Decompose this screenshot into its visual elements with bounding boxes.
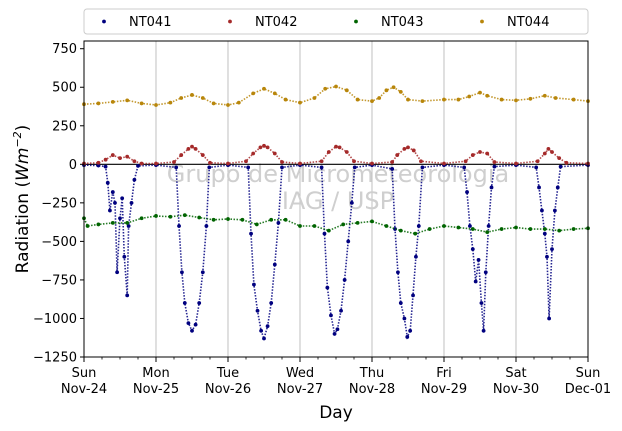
x-tick-label-date: Nov-25 — [133, 382, 179, 397]
y-axis-title-exp: −2 — [11, 131, 24, 147]
legend: NT041 NT042 NT043 NT044 — [83, 8, 589, 35]
data-point — [125, 293, 130, 298]
y-tick-label: −500 — [41, 235, 77, 250]
y-axis-title-close: ) — [13, 125, 33, 132]
data-point — [481, 328, 486, 333]
legend-marker-nt042 — [228, 19, 232, 24]
x-tick-label-date: Nov-24 — [61, 382, 107, 397]
series-trace — [83, 85, 589, 106]
data-point — [208, 160, 212, 165]
data-point — [177, 224, 181, 228]
x-tick-label-date: Nov-30 — [493, 382, 539, 397]
y-tick-label: −1250 — [33, 351, 77, 366]
data-point — [120, 196, 125, 201]
x-tick-label-day: Sun — [72, 366, 97, 381]
x-tick-label-day: Mon — [142, 366, 169, 381]
legend-label-nt044: NT044 — [507, 15, 549, 30]
y-tick-label: −1000 — [33, 312, 77, 327]
x-tick-label-date: Dec-01 — [565, 382, 611, 397]
data-point — [322, 231, 327, 236]
y-tick-label: 750 — [52, 42, 77, 57]
axes: −1250−1000−750−500−2500250500750SunNov-2… — [33, 40, 611, 397]
series-nt043 — [82, 213, 590, 236]
data-point — [226, 161, 230, 166]
y-tick-label: 0 — [69, 158, 77, 173]
legend-marker-nt041 — [102, 19, 106, 24]
watermark-line-2: IAG / USP — [282, 187, 394, 215]
data-point — [442, 97, 446, 102]
data-point — [168, 214, 173, 219]
y-axis-title: Radiation (Wm−2) — [11, 125, 33, 274]
data-point — [105, 180, 110, 185]
legend-label-nt041: NT041 — [129, 15, 171, 30]
y-tick-label: −250 — [41, 196, 77, 211]
data-point — [272, 262, 277, 267]
data-point — [571, 97, 576, 102]
legend-label-nt042: NT042 — [255, 15, 297, 30]
data-point — [416, 224, 421, 228]
series-trace — [83, 214, 589, 235]
data-point — [276, 220, 281, 225]
data-point — [197, 301, 202, 305]
data-point — [110, 99, 115, 104]
data-point — [542, 231, 547, 236]
y-axis-title-unit: Wm — [13, 148, 33, 181]
data-point — [547, 316, 552, 321]
x-tick-label-day: Sun — [576, 366, 601, 381]
data-point — [396, 270, 400, 275]
data-point — [542, 227, 547, 231]
data-point — [468, 224, 472, 228]
x-tick-label-day: Tue — [216, 366, 239, 381]
data-point — [346, 239, 351, 244]
series-nt041 — [82, 163, 590, 342]
x-tick-label-day: Wed — [286, 366, 314, 381]
x-tick-label-day: Thu — [359, 366, 384, 381]
x-tick-label-date: Nov-28 — [349, 382, 395, 397]
data-point — [540, 208, 544, 213]
data-point — [204, 224, 209, 228]
data-point — [456, 225, 461, 230]
data-point — [514, 161, 518, 166]
data-point — [172, 160, 176, 164]
data-point — [470, 247, 475, 251]
data-point — [154, 161, 158, 166]
data-point — [349, 200, 354, 205]
legend-frame — [83, 8, 589, 35]
data-point — [370, 161, 374, 166]
x-axis-title: Day — [319, 403, 353, 423]
data-point — [115, 270, 120, 275]
data-point — [355, 220, 360, 225]
data-point — [154, 214, 158, 218]
series-nt044 — [82, 84, 590, 107]
legend-marker-nt044 — [480, 19, 484, 24]
x-tick-label-day: Sat — [505, 366, 526, 381]
x-tick-label-date: Nov-27 — [277, 382, 323, 397]
series-trace — [83, 164, 589, 342]
data-point — [96, 101, 101, 106]
plot-area — [82, 84, 590, 342]
x-tick-label-day: Fri — [436, 366, 452, 381]
y-tick-label: −750 — [41, 273, 77, 288]
data-point — [476, 257, 481, 262]
series-trace — [83, 144, 589, 165]
x-tick-label-date: Nov-29 — [421, 382, 467, 397]
legend-marker-nt043 — [354, 19, 358, 24]
data-point — [182, 213, 187, 218]
data-point — [108, 208, 112, 213]
data-point — [319, 165, 324, 170]
y-tick-label: 250 — [52, 119, 77, 134]
data-point — [473, 279, 478, 284]
data-point — [118, 216, 122, 221]
legend-label-nt043: NT043 — [381, 15, 423, 30]
y-axis-title-base: Radiation ( — [13, 181, 33, 273]
data-point — [411, 293, 415, 298]
y-tick-label: 500 — [52, 81, 77, 96]
data-point — [528, 227, 533, 231]
series-nt042 — [82, 143, 590, 166]
x-tick-label-date: Nov-26 — [205, 382, 251, 397]
data-point — [269, 301, 274, 305]
